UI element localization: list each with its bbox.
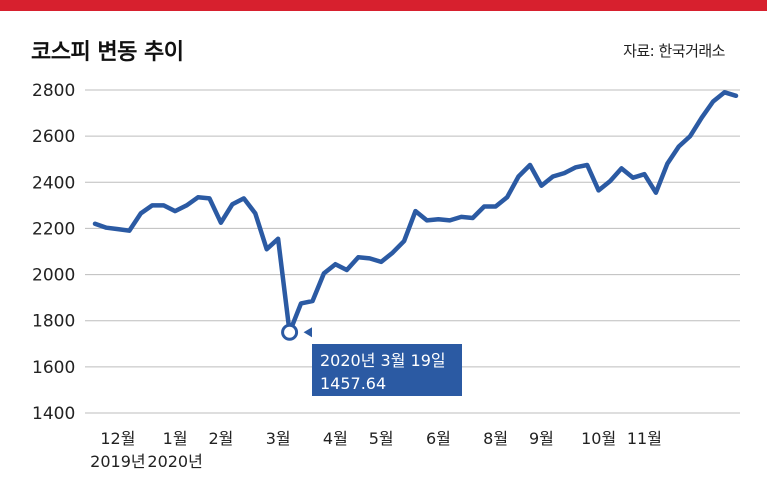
x-tick-label-2: 2월	[208, 429, 233, 448]
y-axis-ticks: 1400 1600 1800 2000 2200 2400 2600 2800	[32, 81, 75, 424]
y-tick-label-2400: 2400	[32, 173, 75, 193]
x-tick-sublabel-0: 2019년	[90, 452, 145, 471]
x-tick-label-3: 3월	[266, 429, 291, 448]
x-tick-label-7: 8월	[483, 429, 508, 448]
series-line	[92, 90, 739, 335]
annotation-marker	[281, 323, 299, 341]
x-tick-label-4: 4월	[323, 429, 348, 448]
x-tick-label-9: 10월	[581, 429, 616, 448]
x-tick-label-0: 12월	[100, 429, 135, 448]
top-accent-bar	[0, 0, 767, 11]
y-tick-label-2000: 2000	[32, 266, 75, 286]
grid-lines	[85, 89, 740, 414]
callout-value: 1457.64	[320, 374, 386, 393]
callout-date: 2020년 3월 19일	[320, 351, 446, 370]
source-note: 자료: 한국거래소	[623, 42, 725, 60]
x-tick-label-8: 9월	[529, 429, 554, 448]
callout-box	[312, 344, 462, 396]
y-tick-label-2200: 2200	[32, 219, 75, 239]
x-tick-label-6: 6월	[426, 429, 451, 448]
x-tick-label-5: 5월	[369, 429, 394, 448]
series-layer	[92, 90, 739, 335]
x-tick-label-1: 1월	[163, 429, 188, 448]
annotation-layer: 2020년 3월 19일 1457.64	[281, 323, 462, 396]
x-axis-ticks: 12월 2019년 1월 2020년 2월 3월 4월 5월 6월 8월 9월 10월 11월	[90, 429, 662, 471]
x-tick-label-10: 11월	[627, 429, 662, 448]
y-tick-label-1400: 1400	[32, 404, 75, 424]
y-tick-label-1800: 1800	[32, 312, 75, 332]
y-tick-label-1600: 1600	[32, 358, 75, 378]
y-tick-label-2600: 2600	[32, 127, 75, 147]
chart-title: 코스피 변동 추이	[31, 40, 184, 65]
x-tick-sublabel-1: 2020년	[147, 452, 202, 471]
y-tick-label-2800: 2800	[32, 81, 75, 101]
callout-pointer	[303, 327, 312, 338]
